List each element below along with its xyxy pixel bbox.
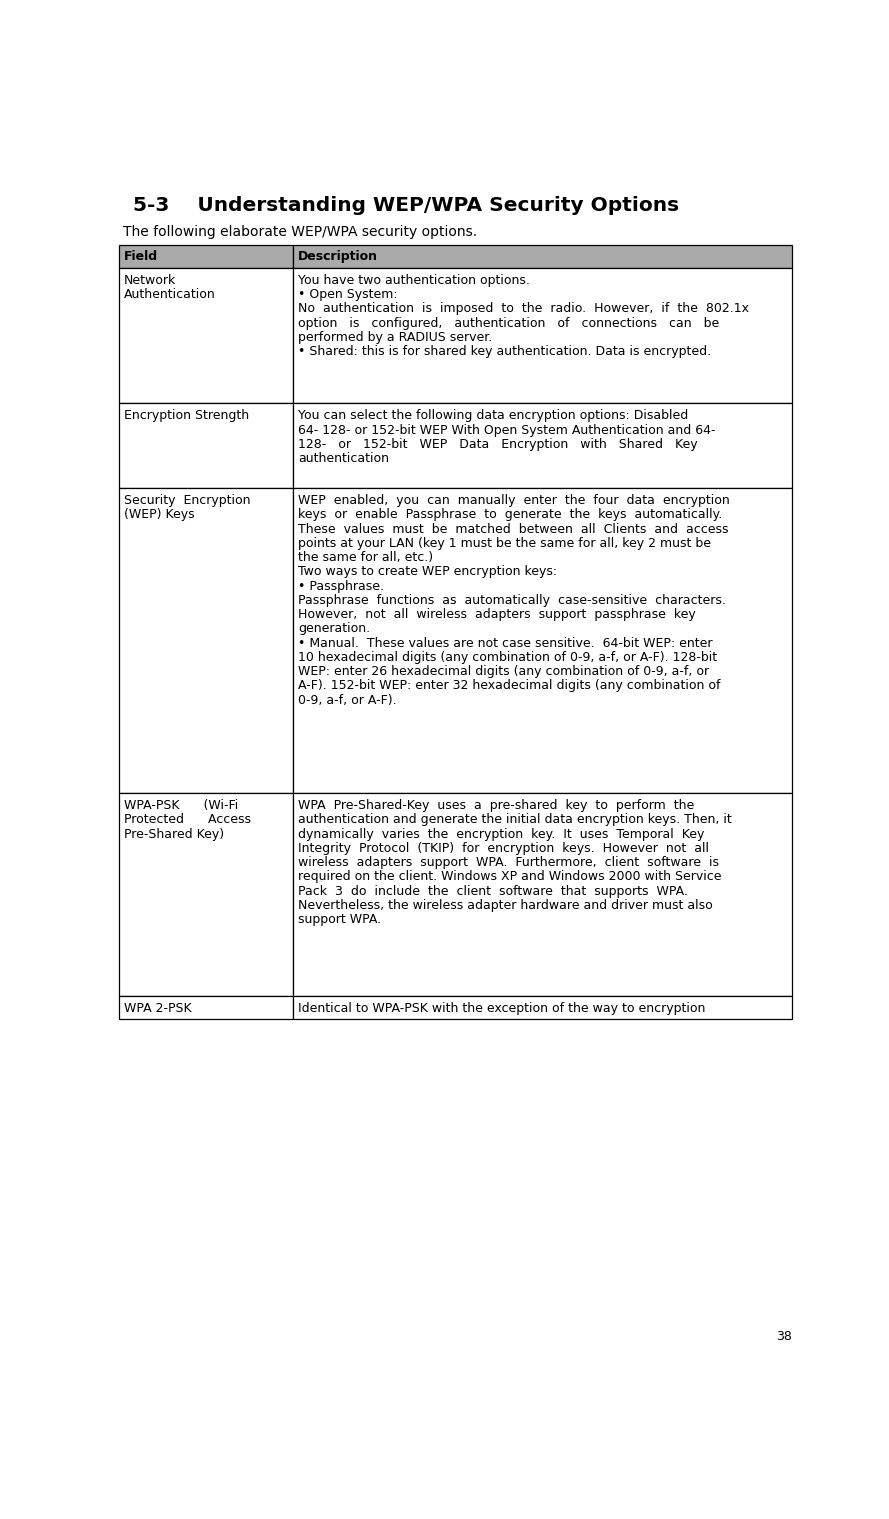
Bar	[119, 245, 292, 267]
Text: (WEP) Keys: (WEP) Keys	[124, 509, 194, 521]
Bar	[292, 245, 792, 267]
Text: These  values  must  be  matched  between  all  Clients  and  access: These values must be matched between all…	[298, 523, 729, 536]
Text: You can select the following data encryption options: Disabled: You can select the following data encryp…	[298, 410, 688, 422]
Text: Pack  3  do  include  the  client  software  that  supports  WPA.: Pack 3 do include the client software th…	[298, 884, 688, 898]
Text: Pre-Shared Key): Pre-Shared Key)	[124, 828, 224, 840]
Text: • Shared: this is for shared key authentication. Data is encrypted.: • Shared: this is for shared key authent…	[298, 345, 711, 358]
Text: WEP  enabled,  you  can  manually  enter  the  four  data  encryption: WEP enabled, you can manually enter the …	[298, 494, 730, 507]
Text: wireless  adapters  support  WPA.  Furthermore,  client  software  is: wireless adapters support WPA. Furthermo…	[298, 857, 719, 869]
Bar	[292, 488, 792, 793]
Text: Protected      Access: Protected Access	[124, 813, 251, 826]
Text: WEP: enter 26 hexadecimal digits (any combination of 0-9, a-f, or: WEP: enter 26 hexadecimal digits (any co…	[298, 665, 709, 677]
Text: A-F). 152-bit WEP: enter 32 hexadecimal digits (any combination of: A-F). 152-bit WEP: enter 32 hexadecimal …	[298, 679, 721, 693]
Text: Description: Description	[298, 249, 378, 263]
Text: • Open System:: • Open System:	[298, 289, 397, 301]
Text: authentication and generate the initial data encryption keys. Then, it: authentication and generate the initial …	[298, 813, 732, 826]
Text: Network: Network	[124, 273, 176, 287]
Text: support WPA.: support WPA.	[298, 913, 381, 927]
Text: 10 hexadecimal digits (any combination of 0-9, a-f, or A-F). 128-bit: 10 hexadecimal digits (any combination o…	[298, 650, 717, 664]
Text: WPA 2-PSK: WPA 2-PSK	[124, 1003, 191, 1015]
Text: performed by a RADIUS server.: performed by a RADIUS server.	[298, 331, 493, 343]
Text: 64- 128- or 152-bit WEP With Open System Authentication and 64-: 64- 128- or 152-bit WEP With Open System…	[298, 424, 716, 436]
Text: You have two authentication options.: You have two authentication options.	[298, 273, 530, 287]
Text: option   is   configured,   authentication   of   connections   can   be: option is configured, authentication of …	[298, 316, 719, 330]
Text: dynamically  varies  the  encryption  key.  It  uses  Temporal  Key: dynamically varies the encryption key. I…	[298, 828, 704, 840]
Text: 0-9, a-f, or A-F).: 0-9, a-f, or A-F).	[298, 694, 396, 706]
Bar	[119, 267, 292, 403]
Bar	[119, 403, 292, 488]
Text: Nevertheless, the wireless adapter hardware and driver must also: Nevertheless, the wireless adapter hardw…	[298, 899, 713, 911]
Text: 38: 38	[776, 1329, 792, 1343]
Text: Security  Encryption: Security Encryption	[124, 494, 250, 507]
Text: • Passphrase.: • Passphrase.	[298, 580, 384, 592]
Text: 5-3    Understanding WEP/WPA Security Options: 5-3 Understanding WEP/WPA Security Optio…	[132, 196, 679, 216]
Text: authentication: authentication	[298, 453, 389, 465]
Text: 128-   or   152-bit   WEP   Data   Encryption   with   Shared   Key: 128- or 152-bit WEP Data Encryption with…	[298, 437, 698, 451]
Text: Encryption Strength: Encryption Strength	[124, 410, 249, 422]
Text: Identical to WPA-PSK with the exception of the way to encryption: Identical to WPA-PSK with the exception …	[298, 1003, 706, 1015]
Text: Two ways to create WEP encryption keys:: Two ways to create WEP encryption keys:	[298, 565, 557, 579]
Text: required on the client. Windows XP and Windows 2000 with Service: required on the client. Windows XP and W…	[298, 870, 722, 883]
Text: No  authentication  is  imposed  to  the  radio.  However,  if  the  802.1x: No authentication is imposed to the radi…	[298, 302, 749, 316]
Bar	[119, 488, 292, 793]
Text: WPA  Pre-Shared-Key  uses  a  pre-shared  key  to  perform  the: WPA Pre-Shared-Key uses a pre-shared key…	[298, 799, 694, 813]
Text: Integrity  Protocol  (TKIP)  for  encryption  keys.  However  not  all: Integrity Protocol (TKIP) for encryption…	[298, 842, 709, 855]
Text: the same for all, etc.): the same for all, etc.)	[298, 551, 433, 564]
Text: generation.: generation.	[298, 623, 370, 635]
Text: However,  not  all  wireless  adapters  support  passphrase  key: However, not all wireless adapters suppo…	[298, 608, 696, 621]
Text: WPA-PSK      (Wi-Fi: WPA-PSK (Wi-Fi	[124, 799, 237, 813]
Bar	[292, 793, 792, 996]
Bar	[119, 793, 292, 996]
Bar	[292, 267, 792, 403]
Text: Field: Field	[124, 249, 157, 263]
Text: keys  or  enable  Passphrase  to  generate  the  keys  automatically.: keys or enable Passphrase to generate th…	[298, 509, 722, 521]
Text: The following elaborate WEP/WPA security options.: The following elaborate WEP/WPA security…	[123, 225, 477, 240]
Text: points at your LAN (key 1 must be the same for all, key 2 must be: points at your LAN (key 1 must be the sa…	[298, 536, 711, 550]
Text: Authentication: Authentication	[124, 289, 215, 301]
Bar	[292, 403, 792, 488]
Bar	[292, 996, 792, 1019]
Text: • Manual.  These values are not case sensitive.  64-bit WEP: enter: • Manual. These values are not case sens…	[298, 636, 713, 650]
Bar	[119, 996, 292, 1019]
Text: Passphrase  functions  as  automatically  case-sensitive  characters.: Passphrase functions as automatically ca…	[298, 594, 726, 608]
